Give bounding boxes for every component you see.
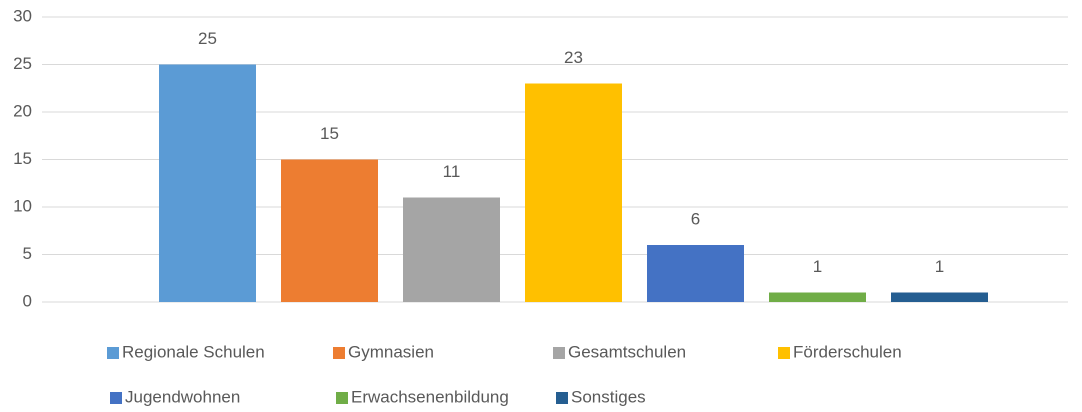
legend-swatch bbox=[336, 392, 348, 404]
y-tick-label: 10 bbox=[13, 196, 32, 215]
data-label: 1 bbox=[813, 257, 822, 276]
data-label: 23 bbox=[564, 48, 583, 67]
bar bbox=[891, 292, 988, 302]
legend-swatch bbox=[333, 347, 345, 359]
legend-swatch bbox=[556, 392, 568, 404]
legend-label: Jugendwohnen bbox=[125, 387, 240, 406]
bar bbox=[769, 292, 866, 302]
bar bbox=[647, 245, 744, 302]
legend-label: Regionale Schulen bbox=[122, 342, 265, 361]
bar bbox=[525, 83, 622, 302]
legend-swatch bbox=[107, 347, 119, 359]
y-tick-label: 25 bbox=[13, 54, 32, 73]
legend-swatch bbox=[110, 392, 122, 404]
y-tick-label: 5 bbox=[23, 244, 32, 263]
legend-label: Gymnasien bbox=[348, 342, 434, 361]
data-label: 1 bbox=[935, 257, 944, 276]
y-tick-label: 20 bbox=[13, 101, 32, 120]
legend-label: Förderschulen bbox=[793, 342, 902, 361]
legend-label: Erwachsenenbildung bbox=[351, 387, 509, 406]
y-tick-label: 15 bbox=[13, 149, 32, 168]
y-tick-label: 0 bbox=[23, 291, 32, 310]
y-tick-label: 30 bbox=[13, 6, 32, 25]
legend-swatch bbox=[553, 347, 565, 359]
legend-swatch bbox=[778, 347, 790, 359]
data-label: 11 bbox=[443, 162, 461, 181]
legend-label: Gesamtschulen bbox=[568, 342, 686, 361]
bar bbox=[159, 64, 256, 302]
bar bbox=[403, 197, 500, 302]
data-label: 6 bbox=[691, 209, 700, 228]
data-label: 25 bbox=[198, 29, 217, 48]
legend-label: Sonstiges bbox=[571, 387, 646, 406]
data-label: 15 bbox=[320, 124, 339, 143]
bar bbox=[281, 159, 378, 302]
